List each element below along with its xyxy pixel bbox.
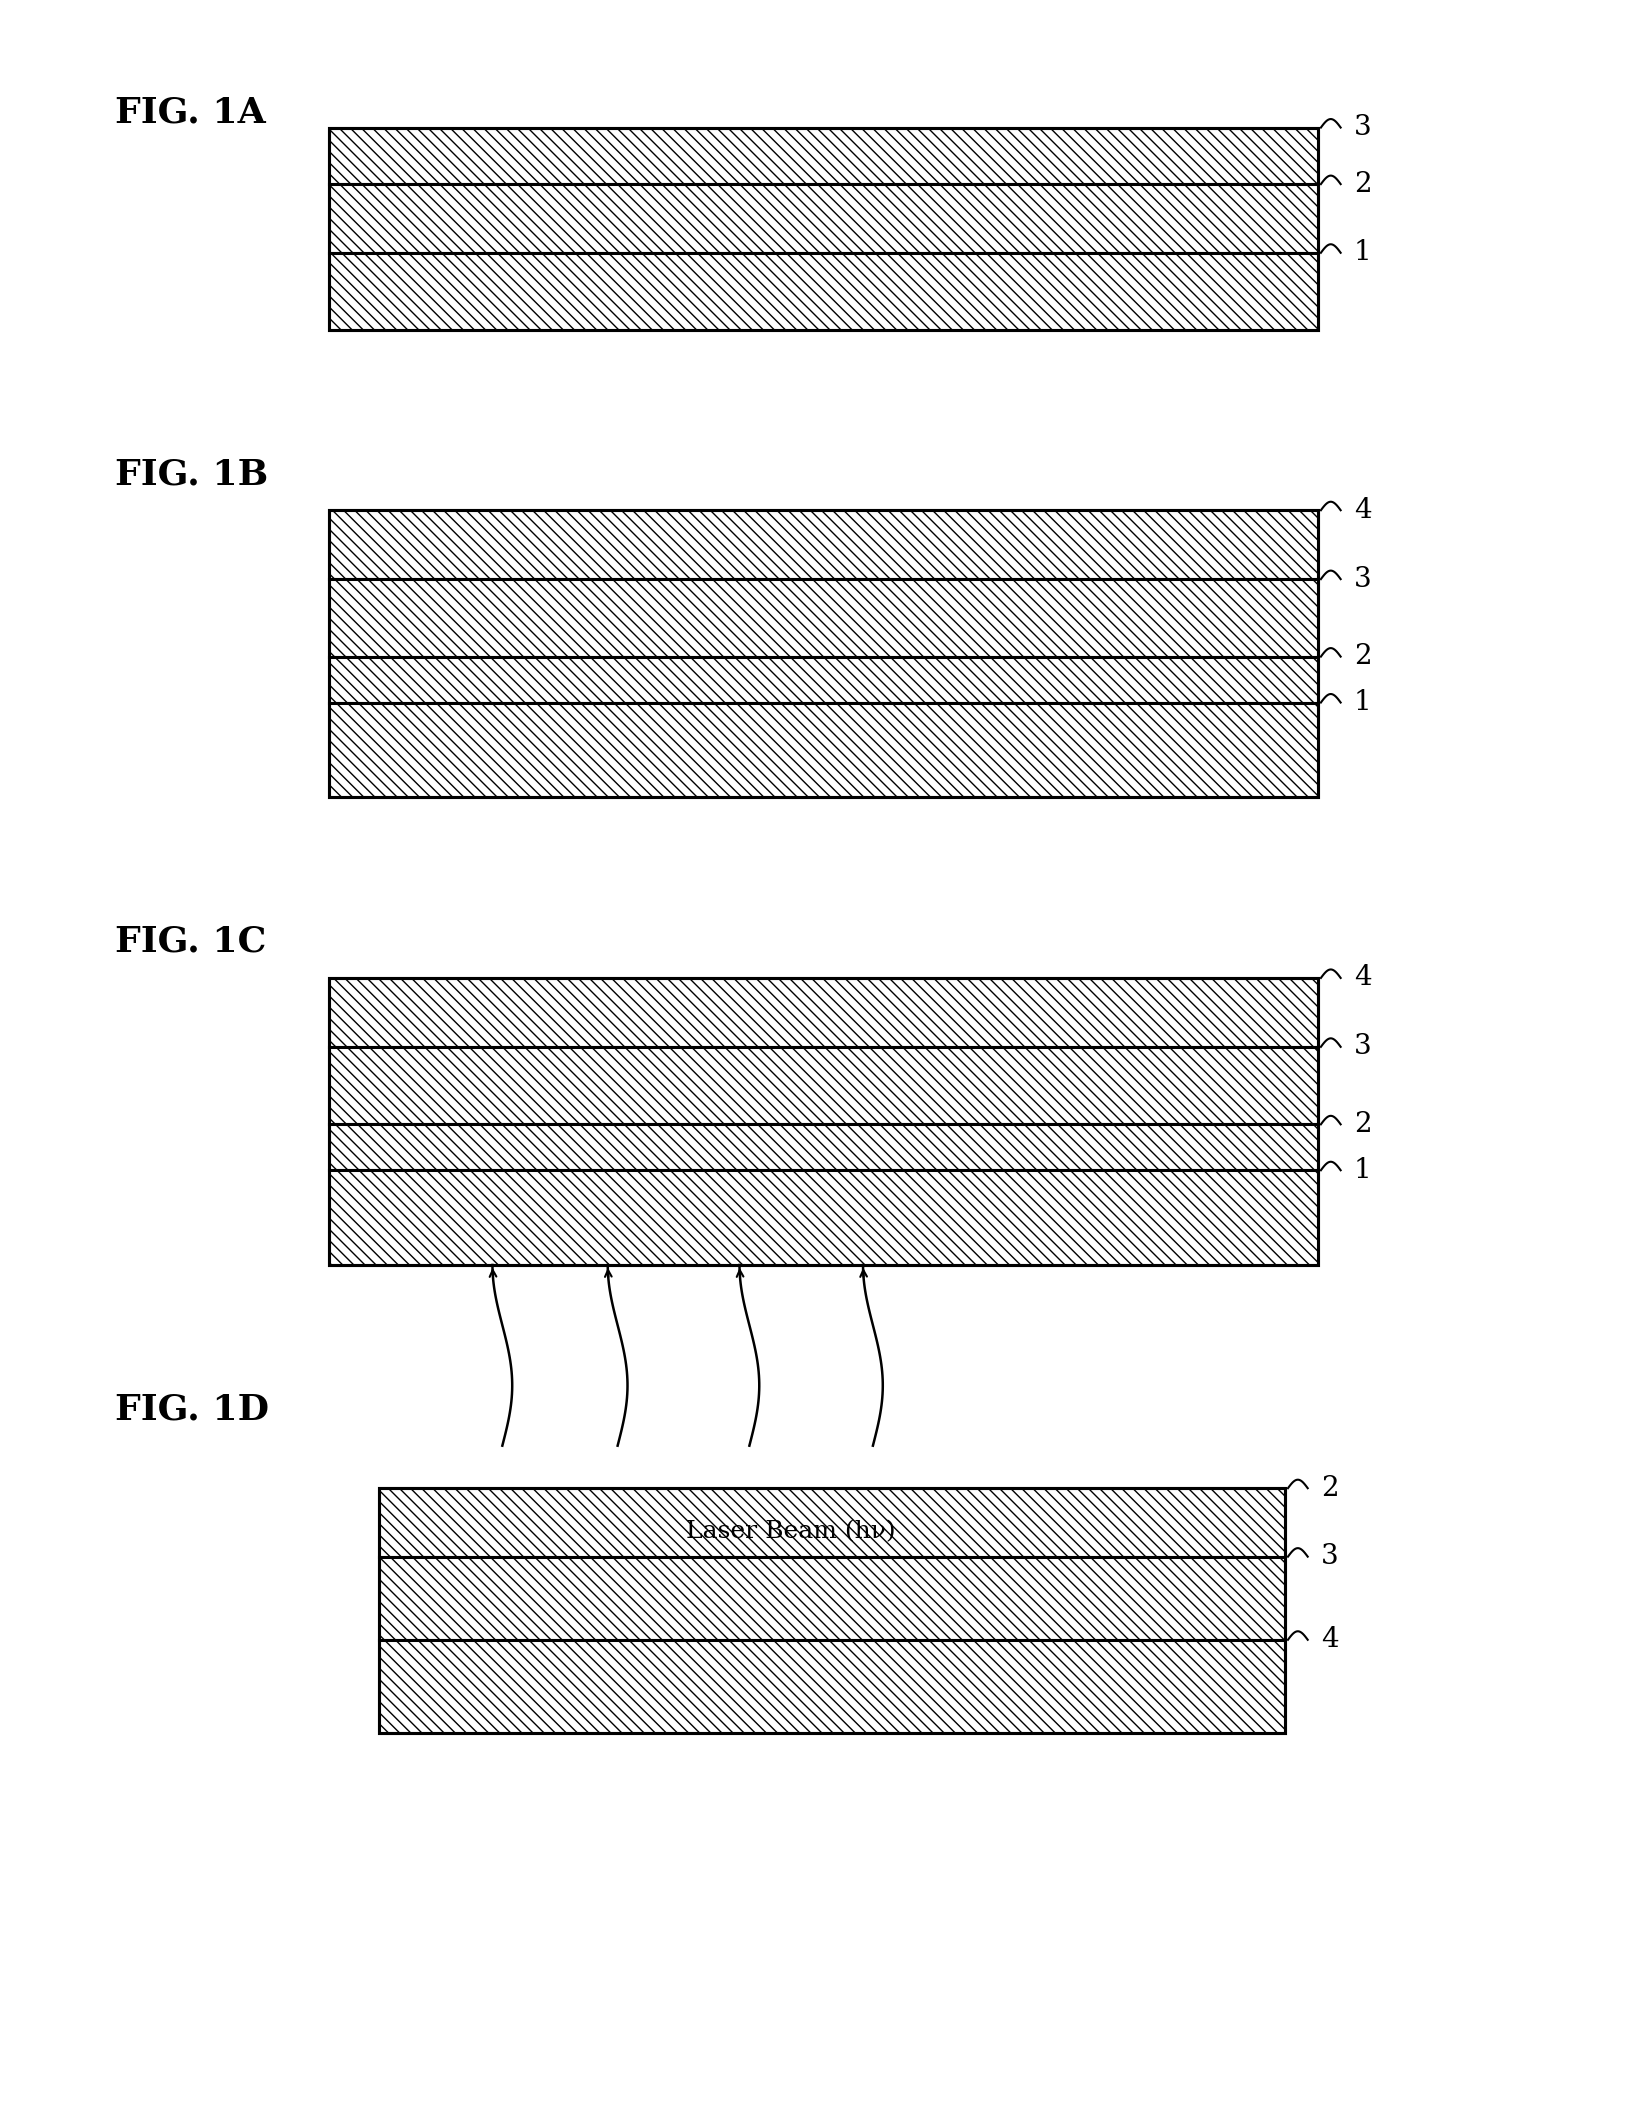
Text: 3: 3: [1354, 115, 1372, 140]
Bar: [379, 1488, 1285, 1556]
Bar: [329, 128, 1318, 185]
Text: 2: 2: [1321, 1475, 1339, 1501]
Bar: [329, 1125, 1318, 1169]
Text: 2: 2: [1354, 644, 1372, 670]
Bar: [329, 978, 1318, 1046]
Text: 3: 3: [1354, 1033, 1372, 1061]
Bar: [329, 185, 1318, 253]
Text: 1: 1: [1354, 1157, 1372, 1184]
Text: 4: 4: [1354, 497, 1372, 523]
Bar: [329, 578, 1318, 657]
Text: FIG. 1D: FIG. 1D: [115, 1393, 270, 1427]
Bar: [379, 1639, 1285, 1733]
Bar: [329, 128, 1318, 330]
Text: Laser Beam (hν): Laser Beam (hν): [685, 1520, 896, 1543]
Bar: [329, 702, 1318, 797]
Bar: [379, 1488, 1285, 1733]
Bar: [329, 1169, 1318, 1265]
Text: 4: 4: [1354, 965, 1372, 991]
Text: 2: 2: [1354, 170, 1372, 198]
Text: 4: 4: [1321, 1626, 1339, 1654]
Bar: [329, 1046, 1318, 1125]
Bar: [329, 657, 1318, 702]
Text: 2: 2: [1354, 1112, 1372, 1137]
Text: FIG. 1C: FIG. 1C: [115, 925, 267, 959]
Text: 1: 1: [1354, 689, 1372, 716]
Bar: [379, 1556, 1285, 1639]
Text: FIG. 1A: FIG. 1A: [115, 96, 267, 130]
Text: 3: 3: [1321, 1543, 1339, 1571]
Text: 1: 1: [1354, 240, 1372, 266]
Text: 3: 3: [1354, 566, 1372, 593]
Text: FIG. 1B: FIG. 1B: [115, 457, 268, 491]
Bar: [329, 978, 1318, 1265]
Bar: [329, 510, 1318, 578]
Bar: [329, 510, 1318, 797]
Bar: [329, 253, 1318, 330]
